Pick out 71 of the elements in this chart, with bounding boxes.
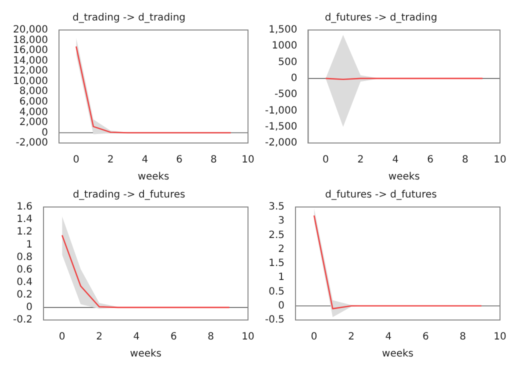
x-tick-label: 0	[310, 332, 318, 343]
x-tick-label: 4	[385, 332, 392, 343]
chart-title: d_trading -> d_trading	[72, 12, 186, 24]
chart-title: d_trading -> d_futures	[72, 190, 186, 201]
x-axis-title: weeks	[382, 348, 414, 360]
y-tick-label: -2,000	[16, 138, 48, 149]
x-axis-title: weeks	[388, 172, 420, 183]
y-tick-label: 0.5	[268, 286, 285, 298]
x-axis-title: weeks	[130, 348, 162, 360]
chart-title: d_futures -> d_trading	[324, 12, 438, 24]
y-tick-label: 20,000	[12, 24, 48, 36]
x-tick-label: 6	[422, 332, 429, 343]
y-tick-label: 18,000	[12, 34, 48, 46]
y-tick-label: 1.5	[268, 258, 285, 270]
y-tick-label: 1	[278, 272, 285, 284]
y-tick-label: -0.2	[12, 314, 33, 326]
x-tick-label: 4	[133, 332, 140, 343]
x-tick-label: 10	[494, 154, 506, 166]
x-tick-label: 2	[107, 154, 114, 166]
x-tick-label: 6	[427, 154, 434, 166]
x-tick-label: 6	[176, 154, 182, 166]
y-tick-label: 1	[26, 239, 33, 250]
x-tick-label: 4	[392, 154, 399, 166]
x-tick-label: 8	[460, 332, 466, 343]
x-tick-label: 0	[72, 154, 80, 166]
y-tick-label: 3.5	[268, 202, 285, 213]
y-tick-label: 8,000	[19, 86, 48, 98]
y-tick-label: -500	[274, 89, 298, 100]
y-tick-label: 2,000	[19, 117, 48, 128]
x-tick-label: 8	[210, 154, 217, 166]
y-tick-label: 1.4	[16, 214, 33, 226]
y-tick-label: 3	[278, 216, 285, 227]
y-tick-label: 2.5	[268, 230, 285, 241]
y-tick-label: 2	[278, 244, 285, 255]
x-tick-label: 10	[242, 154, 254, 166]
x-tick-label: 0	[322, 154, 329, 166]
y-tick-label: 1,500	[268, 24, 298, 36]
y-tick-label: -1,000	[264, 105, 298, 116]
y-tick-label: 16,000	[12, 45, 48, 56]
y-tick-label: 14,000	[12, 55, 48, 66]
y-tick-label: 0	[278, 300, 285, 312]
y-tick-label: -1,500	[264, 121, 298, 132]
y-tick-label: -0.5	[264, 314, 285, 326]
y-tick-label: 0.2	[16, 289, 33, 300]
chart-title: d_futures -> d_futures	[325, 190, 437, 201]
x-tick-label: 10	[242, 332, 254, 343]
x-tick-label: 8	[462, 154, 468, 166]
y-tick-label: 1000	[272, 40, 298, 52]
y-tick-label: 0.4	[16, 276, 33, 288]
y-tick-label: 0	[26, 302, 33, 314]
y-tick-label: 12,000	[12, 66, 48, 77]
y-tick-label: -2,000	[264, 138, 298, 149]
x-tick-label: 2	[357, 154, 364, 166]
y-tick-label: 0	[42, 127, 48, 138]
y-tick-label: 1.2	[16, 226, 33, 238]
x-tick-label: 0	[58, 332, 66, 343]
x-tick-label: 8	[208, 332, 214, 343]
x-tick-label: 4	[142, 154, 148, 166]
y-tick-label: 0.6	[16, 264, 33, 276]
y-tick-label: 0.8	[16, 252, 33, 263]
x-tick-label: 2	[348, 332, 354, 343]
x-axis-title: weeks	[138, 172, 170, 183]
y-tick-label: 500	[278, 56, 298, 68]
y-tick-label: 6,000	[19, 96, 48, 108]
y-tick-label: 10,000	[12, 76, 48, 87]
y-tick-label: 4,000	[19, 106, 48, 118]
x-tick-label: 2	[96, 332, 102, 343]
y-tick-label: 0	[290, 73, 298, 84]
y-tick-label: 1.6	[16, 202, 33, 213]
x-tick-label: 10	[494, 332, 506, 343]
x-tick-label: 6	[170, 332, 177, 343]
